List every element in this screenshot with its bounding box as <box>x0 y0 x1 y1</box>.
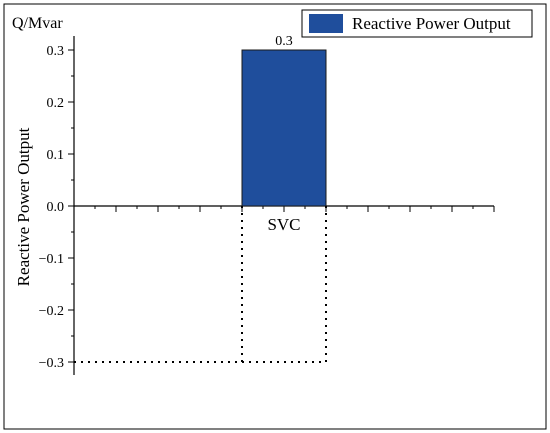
y-tick-label: 0.0 <box>47 200 65 215</box>
bars <box>241 49 327 207</box>
labels: −0.3 −0.2 −0.1 0.0 0.1 0.2 0.3 0.3 SVC <box>39 34 301 371</box>
y-tick-label: 0.2 <box>47 96 65 111</box>
y-tick-label: −0.1 <box>39 252 64 267</box>
y-tick-label: 0.3 <box>47 44 65 59</box>
legend-swatch <box>309 14 343 33</box>
y-axis-label: Reactive Power Output <box>14 127 33 286</box>
x-tick-label: SVC <box>267 215 300 234</box>
y-tick-label: 0.1 <box>47 148 65 163</box>
y-tick-label: −0.2 <box>39 304 64 319</box>
legend-label: Reactive Power Output <box>352 14 511 33</box>
data-label: 0.3 <box>275 34 293 49</box>
y-tick-label: −0.3 <box>39 356 64 371</box>
y-unit-label: Q/Mvar <box>12 15 63 32</box>
legend: Reactive Power Output <box>301 9 533 38</box>
reference-lines <box>74 206 327 363</box>
bar <box>241 49 327 207</box>
